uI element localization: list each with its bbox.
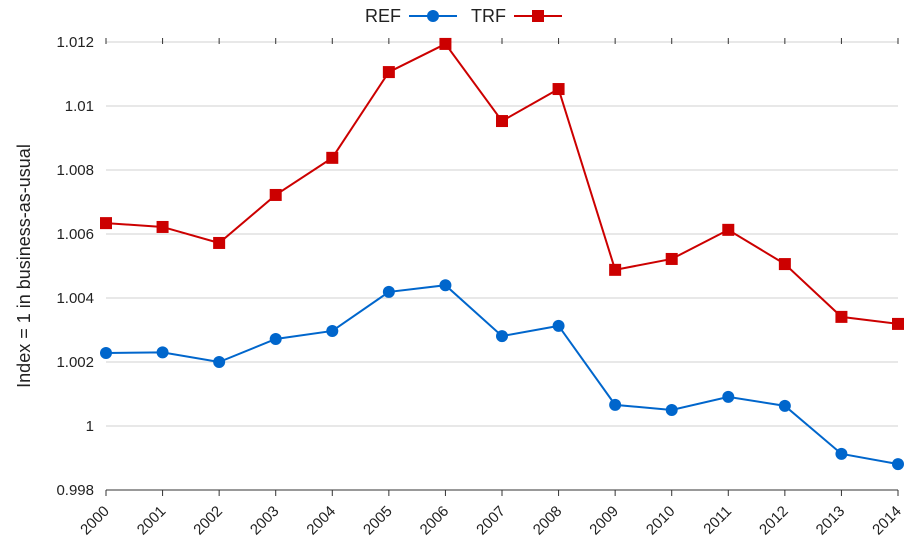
marker — [439, 37, 452, 50]
y-tick-label: 0.998 — [56, 482, 94, 499]
y-tick-label: 1.008 — [56, 162, 94, 179]
marker — [269, 332, 282, 345]
x-tick-label: 2007 — [473, 503, 509, 539]
x-tick-label: 2003 — [247, 503, 283, 539]
x-tick-label: 2008 — [530, 503, 566, 539]
marker — [778, 258, 791, 271]
marker — [100, 217, 112, 230]
marker — [100, 347, 112, 360]
marker — [156, 346, 169, 359]
x-tick-label: 2000 — [77, 503, 113, 539]
marker — [326, 324, 339, 337]
x-tick-label: 2011 — [700, 503, 735, 538]
marker — [213, 356, 226, 368]
marker — [552, 319, 565, 332]
legend-label: TRF — [471, 6, 506, 26]
x-tick-label: 2013 — [813, 503, 849, 539]
x-tick-label: 2001 — [134, 503, 170, 539]
y-tick-label: 1.01 — [65, 98, 94, 115]
marker — [665, 252, 678, 265]
marker — [665, 404, 678, 416]
series-line — [105, 284, 899, 466]
x-tick-label: 2005 — [360, 503, 396, 539]
x-tick-label: 2010 — [643, 503, 679, 539]
marker — [382, 285, 395, 298]
marker — [269, 188, 282, 201]
x-tick-label: 2009 — [586, 503, 622, 539]
marker — [213, 236, 226, 249]
marker — [609, 398, 622, 411]
legend-marker — [427, 10, 439, 22]
marker — [835, 310, 848, 323]
y-axis-label: Index = 1 in business-as-usual — [14, 144, 34, 388]
marker — [326, 151, 339, 164]
y-tick-label: 1.012 — [56, 34, 94, 51]
legend-marker — [532, 10, 544, 22]
x-tick-label: 2002 — [190, 503, 226, 539]
y-tick-label: 1.002 — [56, 354, 94, 371]
y-tick-label: 1.004 — [56, 290, 94, 307]
marker — [156, 220, 169, 233]
marker — [892, 317, 904, 330]
marker — [552, 83, 565, 96]
y-tick-label: 1 — [86, 418, 94, 435]
x-tick-label: 2012 — [756, 503, 792, 539]
marker — [778, 399, 791, 412]
marker — [496, 115, 508, 128]
marker — [722, 223, 735, 236]
marker — [382, 66, 395, 79]
marker — [496, 330, 508, 343]
marker — [609, 263, 622, 276]
marker — [439, 279, 452, 292]
x-tick-label: 2006 — [417, 503, 453, 539]
series-line — [105, 42, 899, 325]
legend-label: REF — [365, 6, 401, 26]
x-tick-label: 2014 — [869, 503, 905, 539]
y-tick-label: 1.006 — [56, 226, 94, 243]
marker — [835, 447, 848, 460]
marker — [892, 458, 904, 471]
x-tick-label: 2004 — [303, 503, 339, 539]
marker — [722, 390, 735, 403]
